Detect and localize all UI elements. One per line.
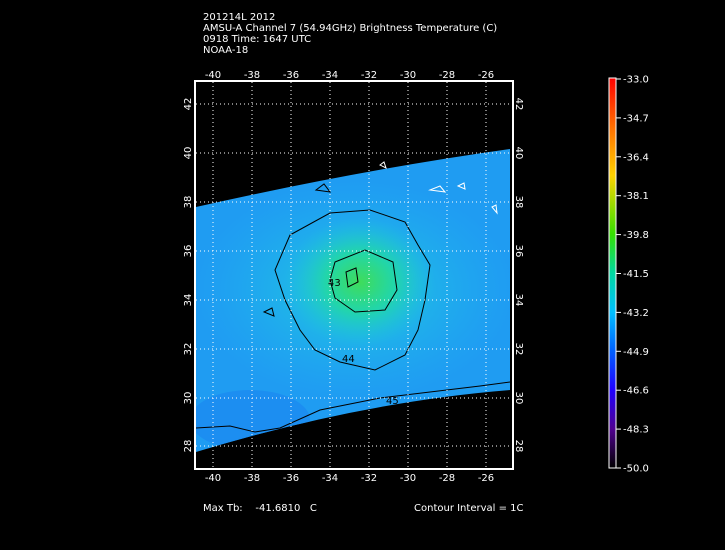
lon-tick-bottom: -40 [205,473,221,484]
contour-label-44: 44 [342,354,355,365]
lat-ticks-left: 28 30 32 34 36 38 40 42 [183,98,194,453]
lat-tick-left: 28 [183,440,194,453]
lon-tick-bottom: -36 [283,473,299,484]
contour-44 [274,209,431,371]
header-satellite: NOAA-18 [203,45,249,56]
lat-tick-left: 30 [183,392,194,405]
header-channel: AMSU-A Channel 7 (54.94GHz) Brightness T… [203,23,498,34]
colorbar-label: -46.6 [623,386,649,397]
lat-tick-right: 42 [513,98,524,111]
colorbar-label: -44.9 [623,347,649,358]
lon-tick-top: -30 [400,70,416,81]
lat-tick-right: 28 [513,440,524,453]
lat-tick-left: 42 [183,98,194,111]
lat-tick-left: 32 [183,343,194,356]
lon-tick-top: -40 [205,70,221,81]
product-header: 201214L 2012 AMSU-A Channel 7 (54.94GHz) … [203,12,497,56]
header-storm-id: 201214L 2012 [203,12,276,23]
lon-tick-bottom: -28 [439,473,455,484]
header-time: 0918 Time: 1647 UTC [203,34,312,45]
colorbar-label: -39.8 [623,230,649,241]
lon-tick-top: -26 [478,70,494,81]
lon-tick-bottom: -30 [400,473,416,484]
lat-tick-right: 38 [513,196,524,209]
colorbar-label: -48.3 [623,425,649,436]
lat-tick-left: 34 [183,294,194,307]
colorbar-label: -38.1 [623,191,649,202]
lon-ticks-top: -40 -38 -36 -34 -32 -30 -28 -26 [205,70,494,81]
contour-lines [195,183,511,433]
colorbar-ramp [608,77,617,469]
lon-tick-bottom: -32 [361,473,377,484]
lat-tick-left: 38 [183,196,194,209]
map-frame [194,80,514,470]
contour-43 [329,249,398,313]
max-tb-unit: C [309,503,317,514]
lat-tick-right: 32 [513,343,524,356]
contour-42 [345,267,359,288]
max-tb-readout: Max Tb: -41.6810 C [203,503,317,514]
max-tb-label: Max Tb: [203,503,243,514]
contour-45 [195,381,511,433]
lat-tick-right: 30 [513,392,524,405]
max-tb-value: -41.6810 [255,503,301,514]
lat-tick-right: 34 [513,294,524,307]
lat-tick-left: 40 [183,147,194,160]
lat-tick-left: 36 [183,245,194,258]
colorbar-label: -50.0 [623,464,649,475]
colorbar-label: -34.7 [623,113,649,124]
lon-tick-top: -34 [322,70,338,81]
lat-tick-right: 36 [513,245,524,258]
lon-tick-top: -32 [361,70,377,81]
lon-tick-bottom: -38 [244,473,260,484]
lat-lon-grid [196,82,512,468]
colorbar: -33.0 -34.7 -36.4 -38.1 -39.8 -41.5 -43.2 -44.9… [608,75,649,475]
contour-interval: Contour Interval = 1C [414,503,524,514]
lon-tick-bottom: -26 [478,473,494,484]
colorbar-label: -33.0 [623,75,649,86]
lat-tick-right: 40 [513,147,524,160]
colorbar-label: -43.2 [623,308,649,319]
lon-tick-top: -38 [244,70,260,81]
lon-tick-bottom: -34 [322,473,338,484]
colorbar-label: -36.4 [623,152,649,163]
lon-tick-top: -28 [439,70,455,81]
colorbar-label: -41.5 [623,269,649,280]
contour-label-45: 45 [386,396,399,407]
lon-ticks-bottom: -40 -38 -36 -34 -32 -30 -28 -26 [205,473,494,484]
contour-label-43: 43 [328,278,341,289]
lat-ticks-right: 28 30 32 34 36 38 40 42 [513,98,524,453]
lon-tick-top: -36 [283,70,299,81]
